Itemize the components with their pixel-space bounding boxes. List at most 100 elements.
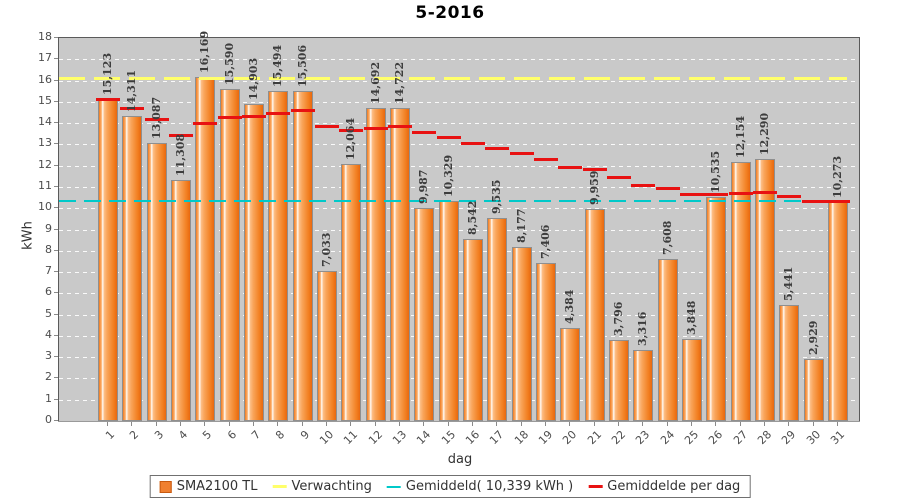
gridline — [59, 144, 859, 146]
bar-day-9[interactable] — [292, 91, 313, 421]
x-tick-mark — [496, 422, 498, 426]
avg-per-day-segment — [485, 146, 510, 150]
x-tick-mark — [277, 422, 279, 426]
bar-day-28[interactable] — [754, 159, 775, 421]
cyan-line-swatch-icon — [386, 485, 401, 488]
avg-per-day-segment — [96, 98, 120, 102]
bar-day-3[interactable] — [146, 142, 167, 421]
y-tick-label: 12 — [38, 157, 52, 171]
gridline — [59, 293, 859, 295]
bar-day-18[interactable] — [511, 247, 532, 421]
bar-day-4[interactable] — [170, 180, 191, 421]
bar-day-30[interactable] — [803, 358, 824, 421]
avg-per-day-segment — [825, 200, 850, 203]
y-tick-mark — [54, 37, 58, 38]
avg-per-day-segment — [290, 109, 315, 113]
bar-day-1[interactable] — [98, 99, 118, 421]
x-tick-mark — [544, 422, 546, 426]
x-tick-mark — [398, 422, 400, 426]
bar-day-5[interactable] — [195, 76, 216, 421]
bar-day-24[interactable] — [657, 259, 678, 421]
bar-day-16[interactable] — [462, 239, 483, 421]
avg-per-day-segment — [679, 192, 704, 196]
x-tick-mark — [447, 422, 449, 426]
gridline — [59, 399, 859, 401]
avg-per-day-segment — [314, 125, 339, 129]
avg-per-day-segment — [655, 186, 680, 190]
avg-per-day-segment — [606, 176, 631, 180]
y-tick-mark — [54, 398, 58, 400]
bar-value-label: 7,406 — [538, 224, 552, 260]
y-tick-label: 9 — [45, 221, 52, 235]
bar-day-6[interactable] — [219, 89, 240, 421]
y-tick-mark — [54, 228, 58, 230]
plot-area: 15,123 14,311 13,087 11,308 16,169 15,590 14,9… — [58, 31, 860, 422]
bar-day-26[interactable] — [706, 196, 727, 421]
bar-day-25[interactable] — [681, 339, 702, 421]
bar-day-8[interactable] — [268, 91, 289, 421]
y-tick-label: 8 — [45, 242, 52, 256]
legend-label: Gemiddelde per dag — [607, 479, 741, 494]
y-tick-mark — [54, 122, 58, 124]
avg-per-day-segment — [801, 199, 826, 203]
bar-day-27[interactable] — [730, 162, 751, 421]
y-tick-label: 6 — [45, 285, 52, 299]
y-tick-label: 14 — [38, 115, 52, 129]
bar-day-20[interactable] — [560, 327, 581, 421]
bar-day-19[interactable] — [535, 263, 556, 421]
gridline — [59, 186, 859, 188]
bar-day-10[interactable] — [316, 271, 337, 421]
bar-value-label: 12,064 — [344, 118, 358, 161]
avg-per-day-segment — [412, 131, 437, 135]
x-tick-mark — [107, 422, 108, 426]
bar-day-31[interactable] — [827, 202, 848, 421]
bar-day-22[interactable] — [608, 340, 629, 421]
bar-value-label: 3,848 — [684, 300, 698, 336]
y-tick-mark — [54, 143, 58, 145]
legend-item-gemiddelde-per-dag: Gemiddelde per dag — [588, 479, 740, 494]
gridline — [59, 250, 859, 252]
bar-day-11[interactable] — [341, 164, 362, 421]
y-tick-mark — [54, 79, 58, 81]
bar-day-7[interactable] — [243, 103, 264, 421]
x-tick-mark — [325, 422, 327, 426]
x-axis-title: dag — [447, 452, 473, 467]
chart-title: 5-2016 — [415, 3, 485, 23]
bar-value-label: 15,590 — [222, 43, 236, 86]
avg-per-day-segment — [558, 166, 583, 170]
bar-day-23[interactable] — [633, 350, 654, 421]
x-tick-mark — [179, 422, 181, 426]
bar-value-label: 16,169 — [198, 30, 212, 73]
bar-day-13[interactable] — [389, 107, 410, 421]
y-tick-label: 10 — [38, 200, 52, 214]
bar-value-label: 14,903 — [246, 57, 260, 100]
avg-per-day-segment — [631, 183, 656, 187]
bar-day-2[interactable] — [122, 116, 143, 421]
avg-per-day-segment — [387, 125, 412, 129]
gridline — [59, 165, 859, 167]
legend: SMA2100 TL Verwachting Gemiddeld( 10,339… — [149, 475, 751, 498]
gridline — [59, 101, 859, 103]
x-axis-line — [58, 421, 860, 422]
y-tick-mark — [54, 377, 58, 379]
bar-value-label: 15,123 — [101, 53, 114, 96]
y-tick-mark — [54, 271, 58, 273]
bar-day-29[interactable] — [779, 305, 800, 421]
bar-day-15[interactable] — [438, 201, 459, 421]
bar-swatch-icon — [159, 480, 172, 493]
x-tick-mark — [301, 422, 303, 426]
gridline — [59, 229, 859, 231]
bar-day-12[interactable] — [365, 108, 386, 421]
bar-value-label: 10,329 — [441, 155, 455, 198]
x-tick-mark — [715, 422, 717, 426]
y-tick-mark — [54, 100, 58, 102]
bar-day-21[interactable] — [584, 209, 605, 421]
y-tick-mark — [54, 420, 58, 421]
x-tick-mark — [763, 422, 765, 426]
bar-day-17[interactable] — [487, 218, 508, 421]
bar-day-14[interactable] — [414, 208, 435, 421]
bar-value-label: 14,722 — [392, 61, 406, 104]
bar-value-label: 14,311 — [125, 70, 139, 113]
y-tick-mark — [54, 249, 58, 251]
